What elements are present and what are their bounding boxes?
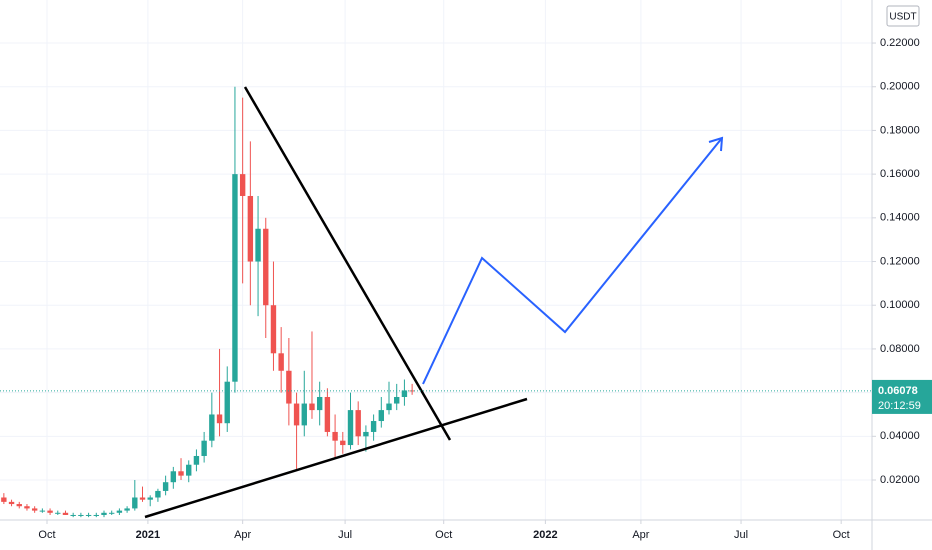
last-price-box bbox=[872, 379, 932, 414]
candle-body bbox=[239, 174, 246, 196]
y-tick-label: 0.22000 bbox=[880, 37, 920, 49]
candles bbox=[1, 86, 415, 518]
y-tick-label: 0.16000 bbox=[880, 168, 920, 180]
candle-body bbox=[293, 403, 300, 426]
candle-body bbox=[201, 440, 207, 456]
candle-body bbox=[309, 403, 315, 411]
y-tick-label: 0.02000 bbox=[880, 474, 920, 486]
candle-body bbox=[93, 514, 99, 516]
candle-body bbox=[186, 464, 192, 476]
projection-path bbox=[422, 137, 723, 385]
y-tick-label: 0.12000 bbox=[880, 255, 920, 267]
candle-body bbox=[363, 431, 369, 437]
candle-body bbox=[263, 228, 269, 306]
candle-body bbox=[316, 396, 323, 411]
candle-body bbox=[301, 403, 307, 426]
currency: USDT bbox=[889, 12, 916, 23]
countdown: 20:12:59 bbox=[878, 400, 921, 412]
candle-body bbox=[101, 512, 107, 515]
candle-body bbox=[401, 390, 408, 397]
candle-body bbox=[31, 508, 38, 511]
candle-body bbox=[1, 497, 7, 502]
projection-arrowhead bbox=[708, 136, 724, 152]
candle-body bbox=[124, 508, 130, 511]
candle-body bbox=[62, 512, 69, 515]
y-tick-label: 0.08000 bbox=[880, 343, 920, 355]
y-tick-label: 0.04000 bbox=[880, 430, 920, 442]
x-tick-label: Jul bbox=[734, 529, 748, 541]
x-tick-label: 2021 bbox=[136, 529, 160, 541]
candle-body bbox=[386, 403, 392, 411]
candle-body bbox=[16, 504, 22, 507]
candle-body bbox=[270, 305, 277, 354]
x-tick-label: Oct bbox=[833, 529, 850, 541]
candle-body bbox=[47, 510, 53, 513]
y-tick-label: 0.18000 bbox=[880, 124, 920, 136]
candle-body bbox=[278, 353, 284, 371]
x-tick-label: Apr bbox=[632, 529, 649, 541]
candle-body bbox=[139, 497, 146, 500]
candle-body bbox=[332, 431, 338, 441]
candle-body bbox=[394, 396, 400, 404]
candle-body bbox=[224, 381, 230, 424]
candle-body bbox=[193, 455, 200, 465]
candle-body bbox=[370, 421, 377, 432]
trend-line-upper bbox=[243, 86, 452, 441]
candle-body bbox=[216, 414, 223, 424]
candle-body bbox=[78, 514, 84, 516]
candle-body bbox=[409, 390, 415, 392]
candle-body bbox=[170, 471, 177, 483]
candle-body bbox=[109, 512, 115, 514]
candle-body bbox=[39, 510, 46, 512]
candle-body bbox=[55, 512, 61, 514]
x-tick-label: Oct bbox=[38, 529, 55, 541]
x-tick-label: 2022 bbox=[533, 529, 557, 541]
candle-body bbox=[8, 501, 15, 505]
candle-body bbox=[378, 410, 385, 422]
x-tick-label: Apr bbox=[234, 529, 251, 541]
candle-body bbox=[347, 410, 354, 446]
candle-body bbox=[247, 195, 254, 262]
candle-body bbox=[155, 490, 161, 498]
candle-body bbox=[85, 514, 92, 516]
candle-body bbox=[324, 396, 331, 432]
y-tick-label: 0.20000 bbox=[880, 81, 920, 93]
candle-body bbox=[255, 228, 261, 262]
candle-body bbox=[147, 497, 153, 500]
currency-box[interactable] bbox=[886, 5, 920, 27]
y-tick-label: 0.10000 bbox=[880, 299, 920, 311]
last-price-label: 0.06078 bbox=[878, 385, 918, 397]
candle-body bbox=[355, 410, 361, 437]
candle-body bbox=[24, 506, 30, 509]
candle-body bbox=[286, 370, 292, 404]
candle-body bbox=[232, 174, 238, 382]
candle-body bbox=[162, 482, 169, 491]
candle-body bbox=[132, 497, 138, 509]
candle-body bbox=[116, 510, 123, 513]
x-tick-label: Jul bbox=[338, 529, 352, 541]
x-tick-label: Oct bbox=[435, 529, 452, 541]
y-tick-label: 0.14000 bbox=[880, 212, 920, 224]
candle-body bbox=[209, 414, 215, 441]
candle-body bbox=[70, 514, 76, 516]
candle-body bbox=[340, 440, 346, 446]
trend-line-lower bbox=[144, 397, 528, 519]
candle-body bbox=[178, 471, 184, 476]
